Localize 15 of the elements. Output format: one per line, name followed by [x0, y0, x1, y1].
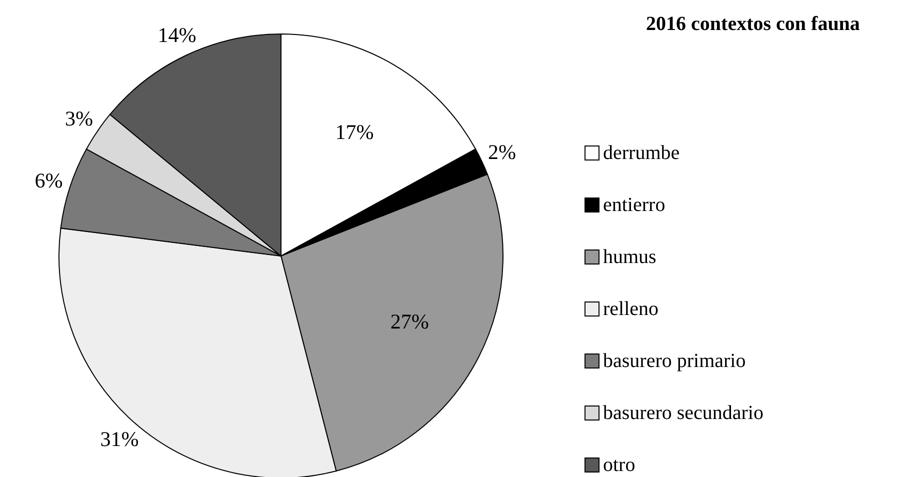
legend-label: humus [603, 246, 657, 268]
legend-label: derrumbe [603, 142, 680, 164]
legend-label: basurero secundario [603, 402, 764, 424]
data-label: 17% [335, 120, 374, 144]
legend-label: relleno [603, 298, 659, 320]
data-label: 3% [65, 106, 94, 131]
data-label: 6% [34, 168, 63, 193]
data-label: 2% [488, 140, 516, 164]
data-label: 31% [100, 427, 139, 452]
data-label: 27% [390, 310, 429, 334]
chart-title: 2016 contextos con fauna [646, 13, 860, 35]
data-label: 14% [158, 23, 196, 48]
legend-label: otro [603, 454, 636, 476]
legend-label: basurero primario [603, 350, 746, 372]
legend-label: entierro [603, 194, 666, 216]
